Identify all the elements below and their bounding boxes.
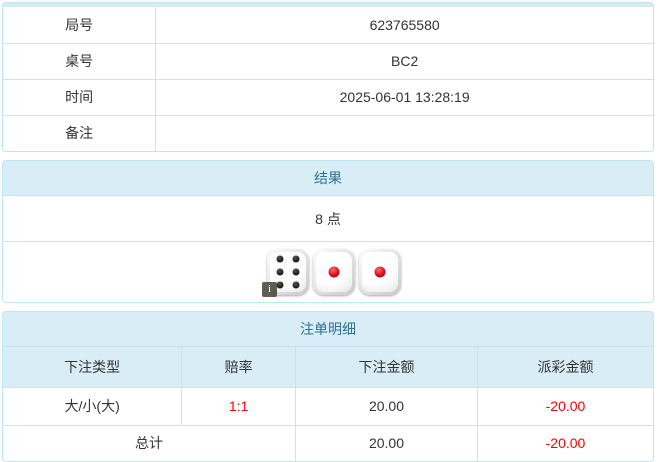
table-header-row: 下注类型 赔率 下注金额 派彩金额 — [3, 347, 653, 388]
bet-details-table: 下注类型 赔率 下注金额 派彩金额 大/小(大) 1:1 20.00 -20.0… — [3, 347, 653, 461]
remark-value — [155, 114, 653, 151]
table-row: 备注 — [3, 114, 653, 151]
die-pip — [328, 266, 340, 278]
die-pip — [374, 266, 386, 278]
total-bet-amount: 20.00 — [295, 424, 478, 461]
game-info-panel: 局号 623765580 桌号 BC2 时间 2025-06-01 13:28:… — [2, 2, 654, 152]
col-bet-type: 下注类型 — [3, 347, 183, 388]
remark-label: 备注 — [3, 114, 157, 151]
result-panel-title: 结果 — [3, 161, 653, 196]
result-points: 8 点 — [3, 196, 653, 242]
dice-row: i — [3, 242, 653, 302]
time-value: 2025-06-01 13:28:19 — [155, 78, 653, 115]
table-row: 时间 2025-06-01 13:28:19 — [3, 78, 653, 115]
die-pip — [292, 281, 300, 289]
die-pip — [276, 268, 284, 276]
result-panel: 结果 8 点 i — [2, 160, 654, 303]
die-1 — [359, 249, 401, 295]
total-payout-amount: -20.00 — [477, 424, 653, 461]
col-bet-amount: 下注金额 — [295, 347, 478, 388]
table-number-value: BC2 — [155, 42, 653, 79]
table-number-label: 桌号 — [3, 42, 157, 79]
table-row: 大/小(大) 1:1 20.00 -20.00 — [3, 387, 653, 425]
info-badge[interactable]: i — [262, 282, 277, 297]
die-pip — [276, 255, 284, 263]
total-label: 总计 — [3, 424, 296, 461]
bet-amount-value: 20.00 — [295, 387, 478, 425]
odds-value: 1:1 — [181, 387, 296, 425]
bet-type-value: 大/小(大) — [3, 387, 183, 425]
round-number-label: 局号 — [3, 7, 157, 43]
panel-top-strip — [3, 3, 653, 7]
die-pip — [276, 281, 284, 289]
payout-amount-value: -20.00 — [545, 398, 586, 414]
col-odds: 赔率 — [181, 347, 296, 388]
table-row: 桌号 BC2 — [3, 42, 653, 79]
bet-details-panel: 注单明细 下注类型 赔率 下注金额 派彩金额 大/小(大) 1:1 20.00 … — [2, 311, 654, 462]
die-pip — [292, 255, 300, 263]
total-row: 总计 20.00 -20.00 — [3, 424, 653, 461]
round-number-value: 623765580 — [369, 16, 440, 33]
table-row: 局号 623765580 — [3, 7, 653, 43]
col-payout-amount: 派彩金额 — [477, 347, 653, 388]
die-6: i — [262, 249, 309, 297]
time-label: 时间 — [3, 78, 157, 115]
die-pip — [292, 268, 300, 276]
game-info-table: 局号 623765580 桌号 BC2 时间 2025-06-01 13:28:… — [3, 7, 653, 151]
bet-details-title: 注单明细 — [3, 312, 653, 347]
die-1 — [313, 249, 355, 295]
